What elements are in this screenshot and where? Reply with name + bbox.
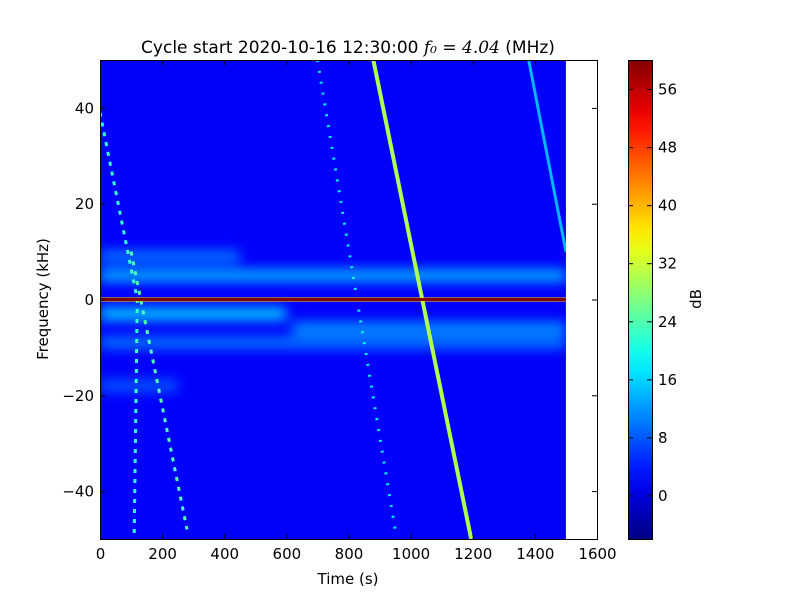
sideband-band (100, 250, 240, 263)
colorbar-tick-label: 56 (658, 81, 677, 99)
chart-title: Cycle start 2020-10-16 12:30:00 f₀ = 4.0… (141, 38, 555, 58)
y-tick-label: 40 (75, 99, 94, 117)
colorbar (628, 60, 652, 539)
frequency-sweep (315, 60, 397, 530)
colorbar-label: dB (687, 289, 705, 309)
sideband-band (100, 336, 566, 349)
colorbar-ticks: 0 8 16 24 32 40 48 56 (628, 81, 677, 505)
y-axis-label: Frequency (kHz) (34, 238, 52, 360)
x-tick-label: 0 (96, 545, 106, 563)
colorbar-frame (628, 60, 653, 540)
y-tick-label: −20 (62, 387, 94, 405)
colorbar-tick-label: 32 (658, 255, 677, 273)
frequency-sweep (129, 251, 189, 530)
x-axis-ticks: 0 200 400 600 800 1000 1200 1400 1600 (96, 60, 617, 563)
x-tick-label: 1200 (454, 545, 492, 563)
sideband-band (100, 307, 287, 320)
sideband-band (100, 269, 566, 282)
colorbar-tick-label: 0 (658, 487, 668, 505)
x-tick-label: 1600 (578, 545, 616, 563)
colorbar-tick-label: 8 (658, 429, 668, 447)
y-tick-label: 0 (84, 291, 94, 309)
colorbar-tick-label: 40 (658, 197, 677, 215)
x-tick-label: 800 (335, 545, 364, 563)
x-tick-label: 1000 (392, 545, 430, 563)
carrier-line (100, 298, 566, 301)
heatmap-layer (100, 60, 566, 539)
x-tick-label: 400 (210, 545, 239, 563)
x-axis-label: Time (s) (317, 570, 379, 588)
colorbar-tick-label: 48 (658, 139, 677, 157)
y-tick-label: −40 (62, 483, 94, 501)
x-tick-label: 200 (148, 545, 177, 563)
colorbar-tick-label: 16 (658, 371, 677, 389)
y-tick-label: 20 (75, 195, 94, 213)
x-tick-label: 600 (273, 545, 302, 563)
colorbar-tick-label: 24 (658, 313, 677, 331)
frequency-sweep (527, 60, 566, 252)
y-axis-ticks: −40 −20 0 20 40 (62, 99, 597, 501)
x-tick-label: 1400 (516, 545, 554, 563)
sideband-band (100, 379, 178, 392)
